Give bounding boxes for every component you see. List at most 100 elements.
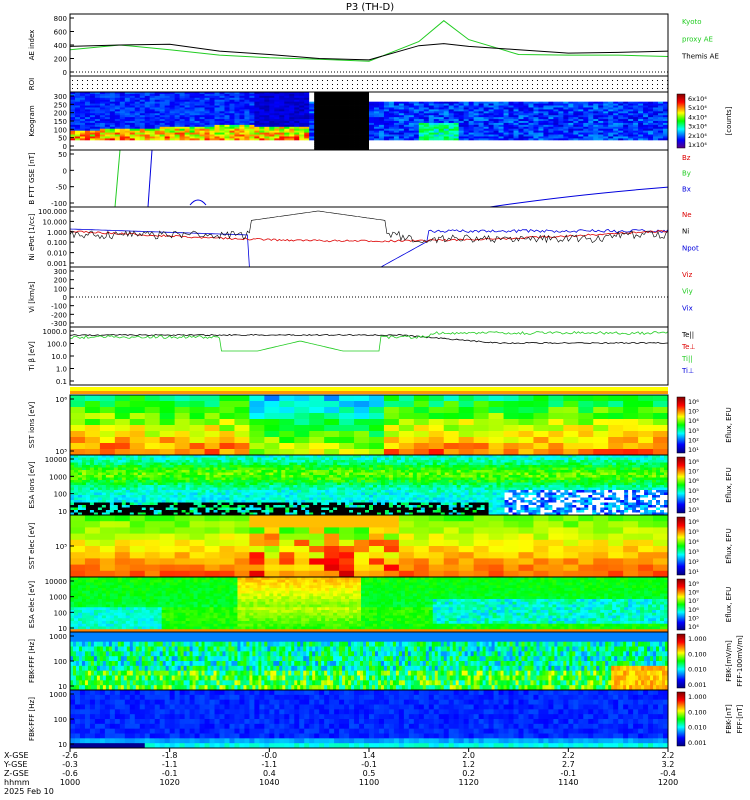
keogram-cell bbox=[274, 138, 280, 141]
keogram-cell bbox=[134, 140, 141, 143]
keogram-cell bbox=[74, 138, 81, 141]
keogram-cell bbox=[279, 121, 285, 124]
esa-ion-cell bbox=[117, 500, 123, 503]
keogram-cell bbox=[99, 146, 106, 149]
roi-dot bbox=[512, 80, 513, 81]
roi-dot bbox=[472, 84, 473, 85]
sst-ion-cell bbox=[324, 401, 340, 408]
esa-ion-cell bbox=[81, 500, 87, 503]
roi-dot bbox=[517, 88, 518, 89]
keogram-cell bbox=[70, 105, 76, 108]
sst-ion-cell bbox=[413, 425, 430, 432]
roi-dot bbox=[412, 88, 413, 89]
keogram-cell bbox=[199, 117, 205, 120]
keogram-cell bbox=[304, 117, 310, 120]
keogram-cell bbox=[309, 130, 315, 133]
roi-dot bbox=[532, 80, 533, 81]
esa-ion-cell bbox=[101, 470, 107, 473]
keogram-cell bbox=[104, 119, 111, 122]
sst-ion-cell bbox=[249, 419, 265, 426]
keogram-cell bbox=[304, 92, 310, 95]
keogram-cell bbox=[199, 101, 205, 104]
sst-ion-cell bbox=[234, 425, 250, 432]
keogram-cell bbox=[284, 136, 290, 139]
keogram-cbar-label: 4x10⁴ bbox=[688, 113, 707, 121]
keogram-cell bbox=[269, 121, 275, 124]
keogram-cell bbox=[219, 93, 225, 97]
roi-dot bbox=[612, 80, 613, 81]
esa-ion-cell bbox=[97, 505, 103, 508]
sst-ion-cell bbox=[443, 419, 460, 426]
keogram-cell bbox=[199, 148, 205, 151]
roi-dot bbox=[102, 80, 103, 81]
sst-ion-cell bbox=[578, 437, 594, 444]
keogram-cell bbox=[109, 115, 116, 118]
keogram-cell bbox=[294, 103, 300, 106]
sst-ion-cell bbox=[339, 431, 355, 438]
velocity-ytick-label: -100 bbox=[51, 303, 67, 311]
keogram-cell bbox=[254, 122, 260, 126]
roi-dot bbox=[427, 84, 428, 85]
esa-ion-cell bbox=[85, 497, 91, 501]
roi-dot bbox=[87, 84, 88, 85]
esa-ion-cell bbox=[93, 490, 99, 493]
roi-dot bbox=[467, 80, 468, 81]
roi-dot bbox=[217, 88, 218, 89]
keogram-cell bbox=[314, 111, 320, 114]
esa-ion-cell bbox=[121, 507, 127, 511]
keogram-cell bbox=[209, 92, 215, 95]
sst-ion-cell bbox=[369, 443, 385, 450]
keogram-cell bbox=[254, 115, 260, 118]
sst-ion-cell bbox=[264, 395, 280, 402]
roi-dot bbox=[257, 88, 258, 89]
keogram-cell bbox=[129, 101, 136, 104]
keogram-cell bbox=[184, 101, 190, 104]
keogram-cell bbox=[254, 146, 260, 149]
keogram-cell bbox=[179, 109, 186, 112]
keogram-cell bbox=[249, 144, 255, 147]
keogram-cell bbox=[279, 105, 285, 108]
keogram-cell bbox=[164, 144, 171, 147]
roi-dot bbox=[537, 88, 538, 89]
keogram-cell bbox=[284, 113, 290, 116]
roi-dot bbox=[177, 88, 178, 89]
roi-dot bbox=[602, 84, 603, 85]
sst-ion-cell bbox=[578, 395, 594, 402]
keogram-cell bbox=[174, 117, 181, 120]
keogram-cell bbox=[94, 146, 101, 149]
sst-ion-cell bbox=[189, 443, 205, 450]
keogram-cell bbox=[104, 121, 111, 124]
keogram-cell bbox=[79, 140, 86, 143]
keogram-cell bbox=[234, 136, 240, 139]
keogram-cell bbox=[129, 92, 136, 95]
keogram-cell bbox=[219, 113, 225, 116]
esa-ion-cell bbox=[109, 472, 115, 476]
sst-ion-cell bbox=[159, 419, 176, 426]
keogram-cell bbox=[204, 134, 210, 137]
keogram-cell bbox=[254, 111, 260, 114]
roi-dot bbox=[332, 84, 333, 85]
keogram-cell bbox=[244, 124, 250, 128]
keogram-cell bbox=[179, 144, 186, 147]
esa-ion-cell bbox=[149, 457, 155, 461]
temperature-ytick-label: 1.0 bbox=[56, 366, 67, 374]
keogram-cell bbox=[304, 93, 310, 97]
keogram-cell bbox=[104, 113, 111, 116]
esa-ion-cell bbox=[73, 490, 79, 493]
keogram-cell bbox=[304, 105, 310, 108]
sst-ion-cell bbox=[563, 407, 579, 414]
keogram-cell bbox=[174, 130, 181, 133]
sst-ion-cell bbox=[638, 437, 654, 444]
keogram-cell bbox=[199, 93, 205, 97]
keogram-cell bbox=[214, 124, 220, 128]
keogram-cell bbox=[114, 124, 121, 128]
keogram-cell bbox=[304, 132, 310, 135]
roi-dot bbox=[427, 80, 428, 81]
density-ni-line bbox=[69, 210, 669, 244]
keogram-cell bbox=[264, 115, 270, 118]
keogram-cell bbox=[279, 136, 285, 139]
keogram-cell bbox=[119, 140, 126, 143]
keogram-cell bbox=[224, 130, 230, 133]
keogram-cell bbox=[174, 144, 181, 147]
keogram-cell bbox=[224, 117, 230, 120]
